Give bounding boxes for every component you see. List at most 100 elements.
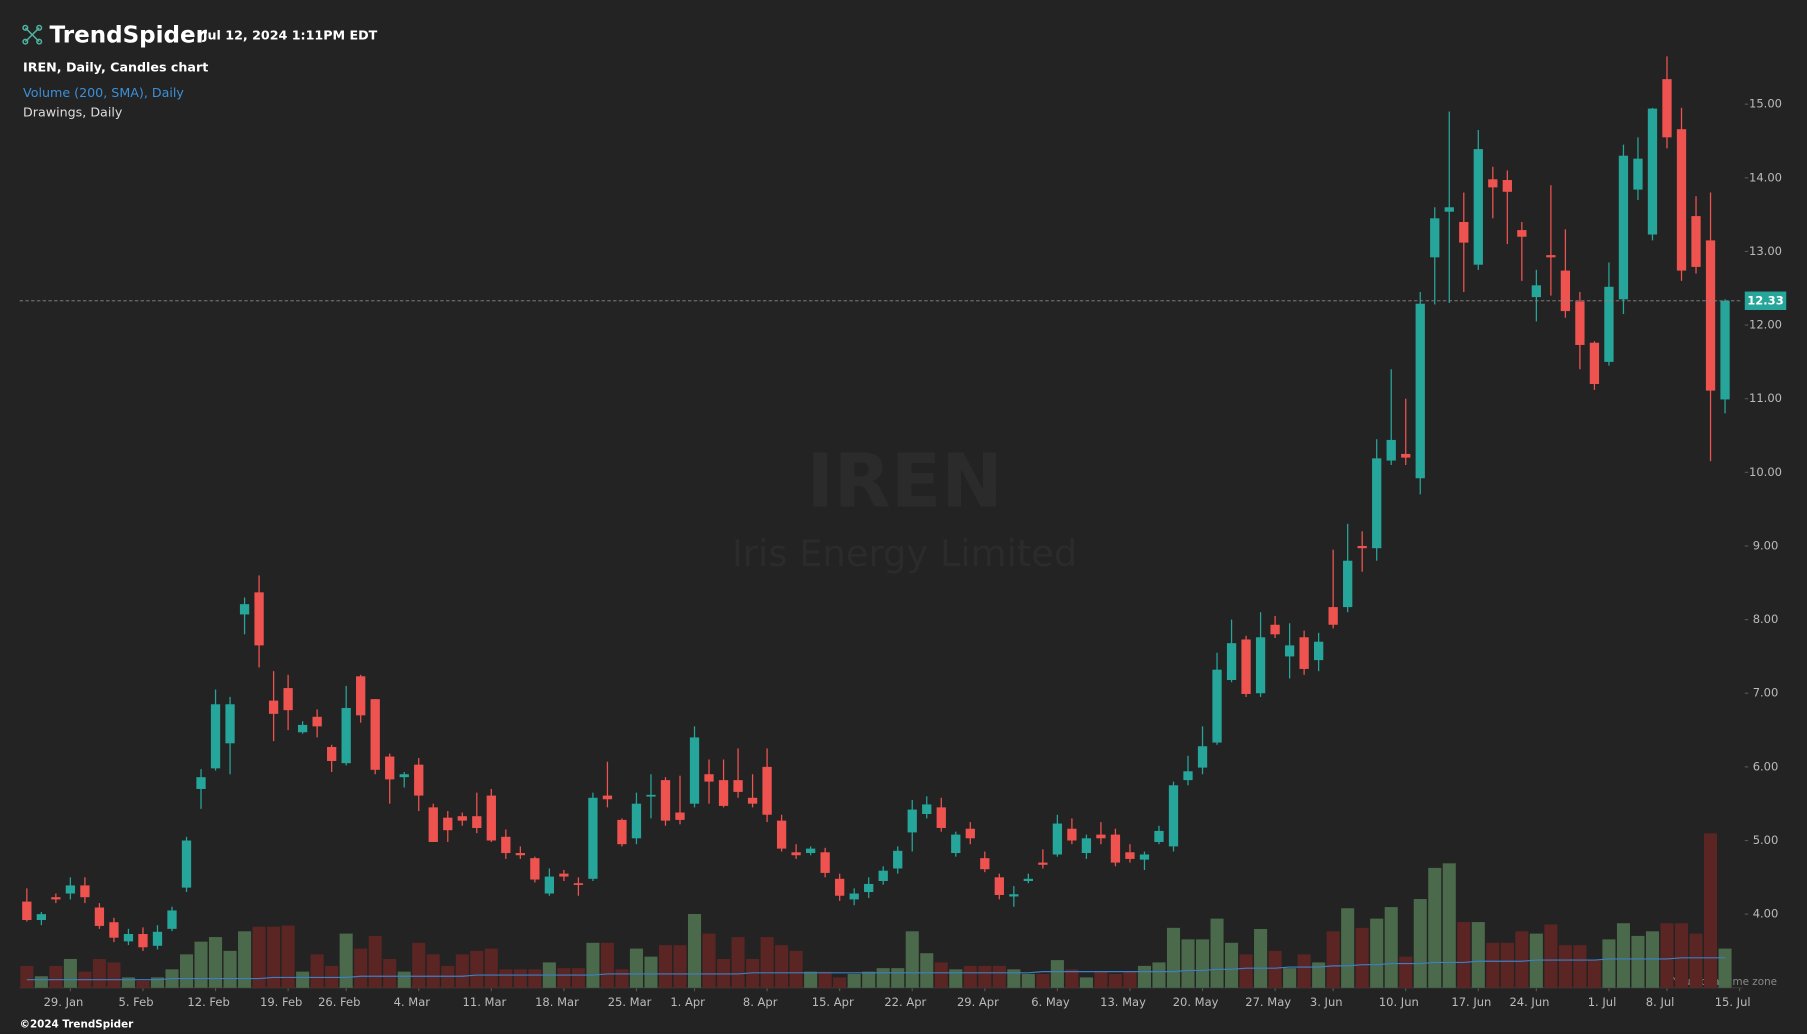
x-tick-label: 15. Apr <box>812 995 854 1009</box>
candle-body <box>1430 218 1440 258</box>
candle-body <box>428 807 438 842</box>
volume-bar <box>1094 971 1108 988</box>
volume-bar <box>891 968 905 988</box>
y-tick-label: 4.00 <box>1753 907 1779 921</box>
x-tick-label: 4. Mar <box>394 995 431 1009</box>
candle-body <box>65 885 76 894</box>
candle-body <box>1502 180 1512 192</box>
candle-body <box>472 816 482 828</box>
volume-bar <box>818 971 832 988</box>
volume-bar <box>1399 956 1413 988</box>
candle-body <box>1183 771 1193 781</box>
volume-bar <box>426 954 440 988</box>
y-tick-label: 12.00 <box>1749 318 1782 332</box>
volume-bar <box>789 950 803 988</box>
x-tick-label: 19. Feb <box>260 995 302 1009</box>
volume-bar <box>1137 965 1151 988</box>
candle-body <box>1720 300 1730 400</box>
volume-bar <box>412 942 426 988</box>
candle-body <box>835 878 845 896</box>
candle-body <box>457 816 467 821</box>
candle-body <box>573 883 584 885</box>
volume-bar <box>1036 973 1050 988</box>
volume-label: Volume (200, SMA), Daily <box>23 85 184 100</box>
x-tick-label: 6. May <box>1031 995 1070 1009</box>
candle-body <box>1313 641 1324 661</box>
volume-bar <box>1050 960 1064 988</box>
last-price-box <box>1744 291 1787 310</box>
x-tick-label: 15. Jul <box>1715 995 1751 1009</box>
candle-body <box>196 777 206 789</box>
volume-bar <box>687 914 702 988</box>
x-tick-label: 1. Jul <box>1588 995 1617 1009</box>
x-tick-label: 25. Mar <box>608 995 652 1009</box>
volume-bar <box>586 942 600 988</box>
volume-bar <box>121 977 135 988</box>
volume-bar <box>354 948 368 988</box>
candle-body <box>544 876 555 894</box>
candle-body <box>138 934 148 948</box>
volume-bar <box>107 962 121 988</box>
volume-bar <box>1123 971 1137 988</box>
volume-bar <box>455 954 469 988</box>
y-tick-label: 7.00 <box>1753 686 1779 700</box>
candle-body <box>660 780 671 821</box>
candle-body <box>1575 301 1585 345</box>
x-tick-label: 13. May <box>1100 995 1146 1009</box>
volume-bar <box>775 945 789 988</box>
volume-bar <box>223 950 237 988</box>
candle-body <box>297 724 308 733</box>
candle-body <box>951 834 961 854</box>
candle-body <box>718 780 729 806</box>
candle-body <box>1009 894 1019 897</box>
volume-bar <box>760 937 774 988</box>
candle-body <box>1168 785 1179 847</box>
volume-bar <box>731 937 745 988</box>
candle-body <box>1328 607 1338 625</box>
candle-body <box>486 795 496 841</box>
volume-bar <box>20 965 34 988</box>
candle-body <box>602 795 613 800</box>
volume-bar <box>673 945 687 988</box>
volume-bar <box>368 935 382 988</box>
candle-body <box>631 803 642 839</box>
candle-body <box>181 840 192 888</box>
candle-body <box>94 907 105 926</box>
volume-bar <box>949 969 963 988</box>
candle-body <box>1488 179 1498 188</box>
volume-bar <box>1312 962 1326 988</box>
volume-bar <box>1268 950 1282 988</box>
volume-bar <box>804 971 818 988</box>
candle-body <box>399 774 409 778</box>
volume-bar <box>1428 867 1442 988</box>
volume-bar <box>1079 977 1093 988</box>
volume-bar <box>92 958 106 988</box>
volume-bar <box>339 933 353 988</box>
volume-bar <box>528 969 542 988</box>
candle-body <box>1546 255 1556 258</box>
volume-bar <box>1471 922 1485 988</box>
y-tick-label: 15.00 <box>1749 97 1782 111</box>
volume-bar <box>470 950 484 988</box>
volume-bar <box>1297 954 1311 988</box>
volume-bar <box>1166 927 1181 988</box>
volume-bar <box>1326 931 1340 988</box>
candle-body <box>312 716 322 727</box>
candle-body <box>254 592 264 646</box>
candle-body <box>123 934 134 942</box>
volume-bar <box>934 962 948 988</box>
candle-body <box>1531 285 1542 298</box>
candle-body <box>51 897 61 900</box>
candle-body <box>893 850 903 869</box>
volume-bar <box>194 941 208 988</box>
volume-bar <box>600 942 614 988</box>
candle-body <box>1067 828 1077 841</box>
candle-body <box>689 737 700 804</box>
candle-body <box>980 858 990 870</box>
candle-body <box>341 707 351 764</box>
candle-body <box>762 766 772 815</box>
candle-body <box>1691 216 1701 267</box>
x-tick-label: 17. Jun <box>1451 995 1491 1009</box>
x-tick-label: 10. Jun <box>1379 995 1419 1009</box>
candle-body <box>1560 270 1571 312</box>
